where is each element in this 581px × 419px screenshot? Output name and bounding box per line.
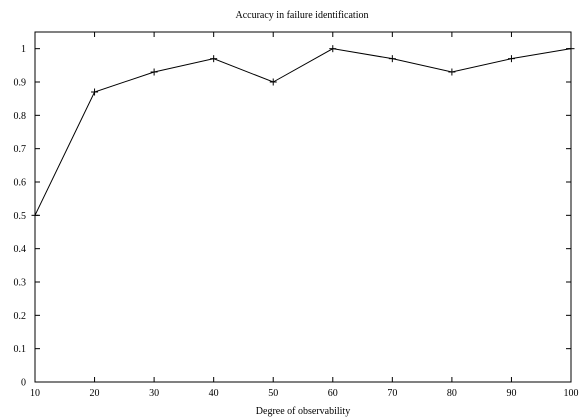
x-tick-label: 30 — [149, 388, 159, 399]
series-line — [34, 48, 572, 216]
x-axis: 10 20 30 40 50 60 70 80 90 100 — [30, 32, 579, 399]
y-tick-label: 0.1 — [14, 344, 27, 355]
data-point-marker — [329, 45, 337, 53]
y-tick-label: 0.9 — [14, 78, 27, 89]
y-tick-label: 0.5 — [14, 211, 27, 222]
x-tick-label: 60 — [328, 388, 338, 399]
data-point-marker — [150, 68, 158, 76]
x-tick-label: 20 — [90, 388, 100, 399]
y-tick-label: 0 — [21, 378, 26, 389]
y-axis: 0 0.1 0.2 0.3 0.4 0.5 0.6 0.7 0.8 0.9 1 — [14, 44, 571, 389]
data-point-marker — [31, 211, 39, 219]
y-tick-label: 0.2 — [14, 311, 27, 322]
data-point-marker — [507, 55, 515, 63]
data-point-marker — [567, 45, 575, 53]
x-tick-label: 70 — [387, 388, 397, 399]
x-tick-label: 80 — [447, 388, 457, 399]
x-tick-label: 90 — [506, 388, 516, 399]
x-axis-title: Degree of observability — [256, 406, 350, 417]
y-tick-label: 0.6 — [14, 178, 27, 189]
y-tick-label: 0.7 — [14, 144, 27, 155]
data-point-marker — [91, 88, 99, 96]
y-tick-label: 0.8 — [14, 111, 27, 122]
x-tick-label: 50 — [268, 388, 278, 399]
data-point-marker — [388, 55, 396, 63]
data-point-marker — [448, 68, 456, 76]
series-markers — [31, 45, 575, 219]
data-point-marker — [269, 78, 277, 86]
x-tick-label: 100 — [564, 388, 579, 399]
chart-title: Accuracy in failure identification — [236, 10, 369, 21]
y-tick-label: 1 — [21, 44, 26, 55]
y-tick-label: 0.3 — [14, 278, 27, 289]
x-tick-label: 10 — [30, 388, 40, 399]
data-point-marker — [210, 55, 218, 63]
x-tick-label: 40 — [209, 388, 219, 399]
plot-frame — [34, 31, 572, 383]
y-tick-label: 0.4 — [14, 244, 27, 255]
